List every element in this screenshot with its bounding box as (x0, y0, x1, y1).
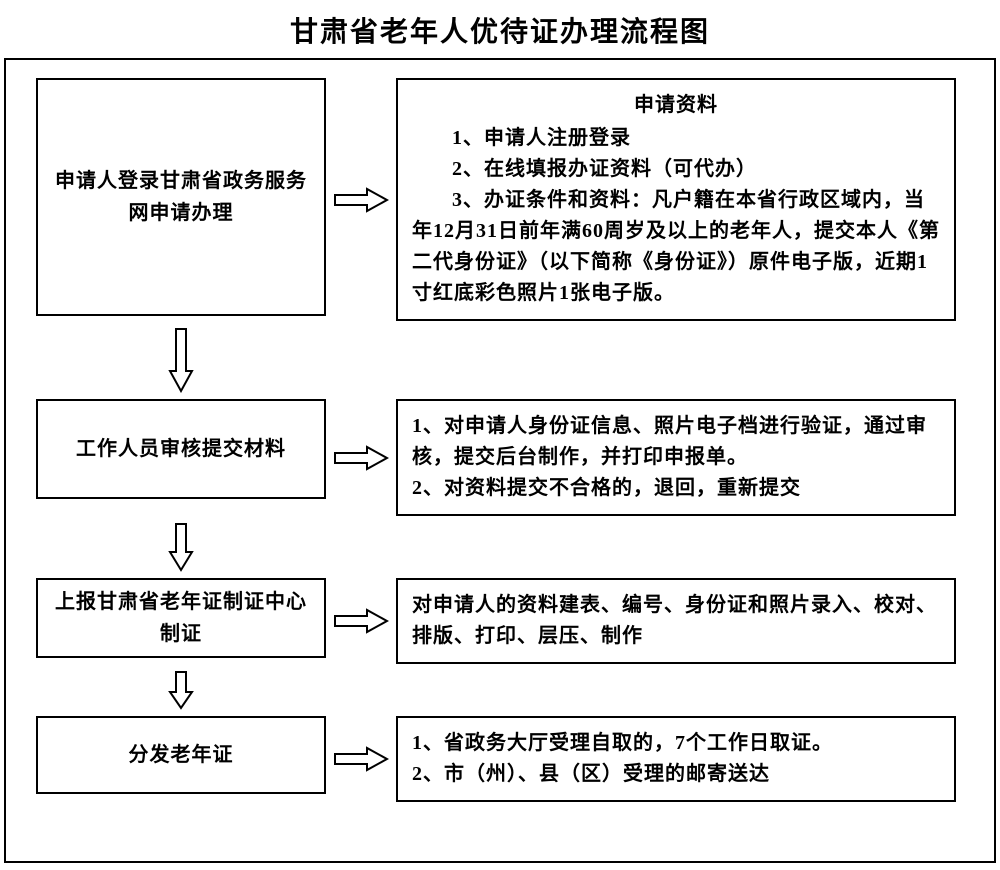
arrow-down-1 (36, 321, 326, 399)
step-2-box: 工作人员审核提交材料 (36, 399, 326, 499)
detail-1-line-1: 1、申请人注册登录 (412, 123, 940, 154)
detail-1-line-3: 3、办证条件和资料：凡户籍在本省行政区域内，当年12月31日前年满60周岁及以上… (412, 185, 940, 309)
detail-2-box: 1、对申请人身份证信息、照片电子档进行验证，通过审核，提交后台制作，并打印申报单… (396, 399, 956, 516)
detail-4-box: 1、省政务大厅受理自取的，7个工作日取证。 2、市（州）、县（区）受理的邮寄送达 (396, 716, 956, 802)
flow-row-4: 分发老年证 1、省政务大厅受理自取的，7个工作日取证。 2、市（州）、县（区）受… (36, 716, 974, 802)
step-1-box: 申请人登录甘肃省政务服务网申请办理 (36, 78, 326, 316)
detail-1-title: 申请资料 (412, 90, 940, 121)
arrow-right-2 (326, 399, 396, 516)
arrow-right-1 (326, 78, 396, 321)
detail-4-line-1: 1、省政务大厅受理自取的，7个工作日取证。 (412, 728, 833, 759)
flow-row-2: 工作人员审核提交材料 1、对申请人身份证信息、照片电子档进行验证，通过审核，提交… (36, 399, 974, 516)
step-3-box: 上报甘肃省老年证制证中心制证 (36, 578, 326, 658)
arrow-down-icon (168, 327, 194, 393)
step-4-label: 分发老年证 (129, 739, 234, 771)
step-1-label: 申请人登录甘肃省政务服务网申请办理 (48, 165, 314, 229)
arrow-right-icon (333, 608, 389, 634)
flowchart-page: 甘肃省老年人优待证办理流程图 申请人登录甘肃省政务服务网申请办理 申请资料 1、… (0, 0, 1000, 870)
flow-row-3: 上报甘肃省老年证制证中心制证 对申请人的资料建表、编号、身份证和照片录入、校对、… (36, 578, 974, 664)
detail-3-line-1: 对申请人的资料建表、编号、身份证和照片录入、校对、排版、打印、层压、制作 (412, 590, 940, 652)
arrow-down-icon (168, 522, 194, 572)
detail-1-box: 申请资料 1、申请人注册登录 2、在线填报办证资料（可代办） 3、办证条件和资料… (396, 78, 956, 321)
arrow-down-icon (168, 670, 194, 710)
flowchart-container: 申请人登录甘肃省政务服务网申请办理 申请资料 1、申请人注册登录 2、在线填报办… (4, 58, 996, 863)
step-2-label: 工作人员审核提交材料 (76, 433, 286, 465)
arrow-down-2 (36, 516, 326, 578)
detail-1-line-2: 2、在线填报办证资料（可代办） (412, 154, 940, 185)
arrow-right-3 (326, 578, 396, 664)
step-3-label: 上报甘肃省老年证制证中心制证 (48, 586, 314, 650)
arrow-right-icon (333, 746, 389, 772)
detail-3-box: 对申请人的资料建表、编号、身份证和照片录入、校对、排版、打印、层压、制作 (396, 578, 956, 664)
arrow-right-icon (333, 445, 389, 471)
page-title: 甘肃省老年人优待证办理流程图 (0, 10, 1000, 50)
detail-2-line-1: 1、对申请人身份证信息、照片电子档进行验证，通过审核，提交后台制作，并打印申报单… (412, 411, 940, 473)
detail-2-line-2: 2、对资料提交不合格的，退回，重新提交 (412, 473, 940, 504)
step-4-box: 分发老年证 (36, 716, 326, 794)
detail-4-line-2: 2、市（州）、县（区）受理的邮寄送达 (412, 759, 833, 790)
arrow-right-icon (333, 187, 389, 213)
arrow-down-3 (36, 664, 326, 716)
arrow-right-4 (326, 716, 396, 802)
flow-row-1: 申请人登录甘肃省政务服务网申请办理 申请资料 1、申请人注册登录 2、在线填报办… (36, 78, 974, 321)
